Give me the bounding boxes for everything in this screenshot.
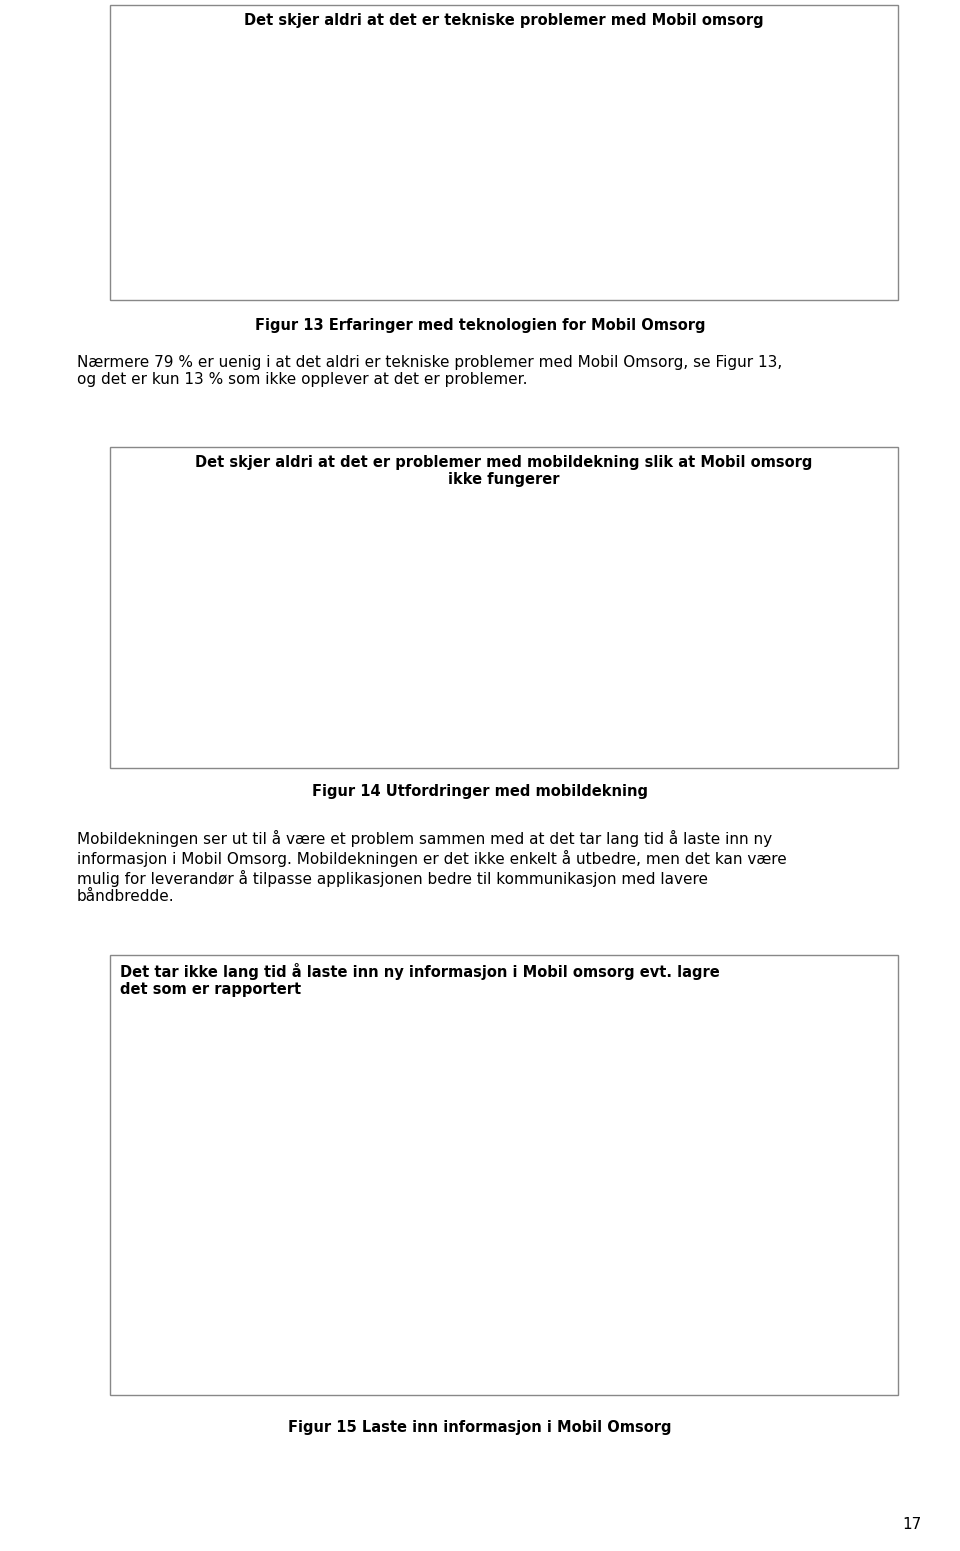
Bar xyxy=(202,1173,303,1199)
Bar xyxy=(202,172,290,189)
Text: Mobildekningen ser ut til å være et problem sammen med at det tar lang tid å las: Mobildekningen ser ut til å være et prob… xyxy=(77,830,786,904)
Bar xyxy=(202,591,590,606)
Text: Det tar ikke lang tid å laste inn ny informasjon i Mobil omsorg evt. lagre
det s: Det tar ikke lang tid å laste inn ny inf… xyxy=(120,963,720,997)
Text: Nærmere 79 % er uenig i at det aldri er tekniske problemer med Mobil Omsorg, se : Nærmere 79 % er uenig i at det aldri er … xyxy=(77,355,782,388)
Text: Det skjer aldri at det er problemer med mobildekning slik at Mobil omsorg
ikke f: Det skjer aldri at det er problemer med … xyxy=(195,454,813,487)
Bar xyxy=(202,648,338,664)
Bar xyxy=(202,620,276,636)
Bar xyxy=(202,1267,222,1294)
Bar xyxy=(202,1315,256,1340)
Bar xyxy=(202,1219,338,1245)
Bar xyxy=(202,110,631,127)
Bar xyxy=(202,141,250,158)
Text: Figur 15 Laste inn informasjon i Mobil Omsorg: Figur 15 Laste inn informasjon i Mobil O… xyxy=(288,1421,672,1435)
Text: Det skjer aldri at det er tekniske problemer med Mobil omsorg: Det skjer aldri at det er tekniske probl… xyxy=(244,12,764,28)
Bar xyxy=(202,704,222,720)
Bar xyxy=(202,79,311,96)
Bar xyxy=(202,1124,441,1151)
Text: 17: 17 xyxy=(902,1517,922,1532)
Bar xyxy=(202,234,215,251)
Bar xyxy=(202,1078,338,1104)
Text: Figur 13 Erfaringer med teknologien for Mobil Omsorg: Figur 13 Erfaringer med teknologien for … xyxy=(254,318,706,333)
Bar xyxy=(202,676,222,692)
Text: Figur 14 Utfordringer med mobildekning: Figur 14 Utfordringer med mobildekning xyxy=(312,783,648,799)
Bar xyxy=(202,563,270,579)
